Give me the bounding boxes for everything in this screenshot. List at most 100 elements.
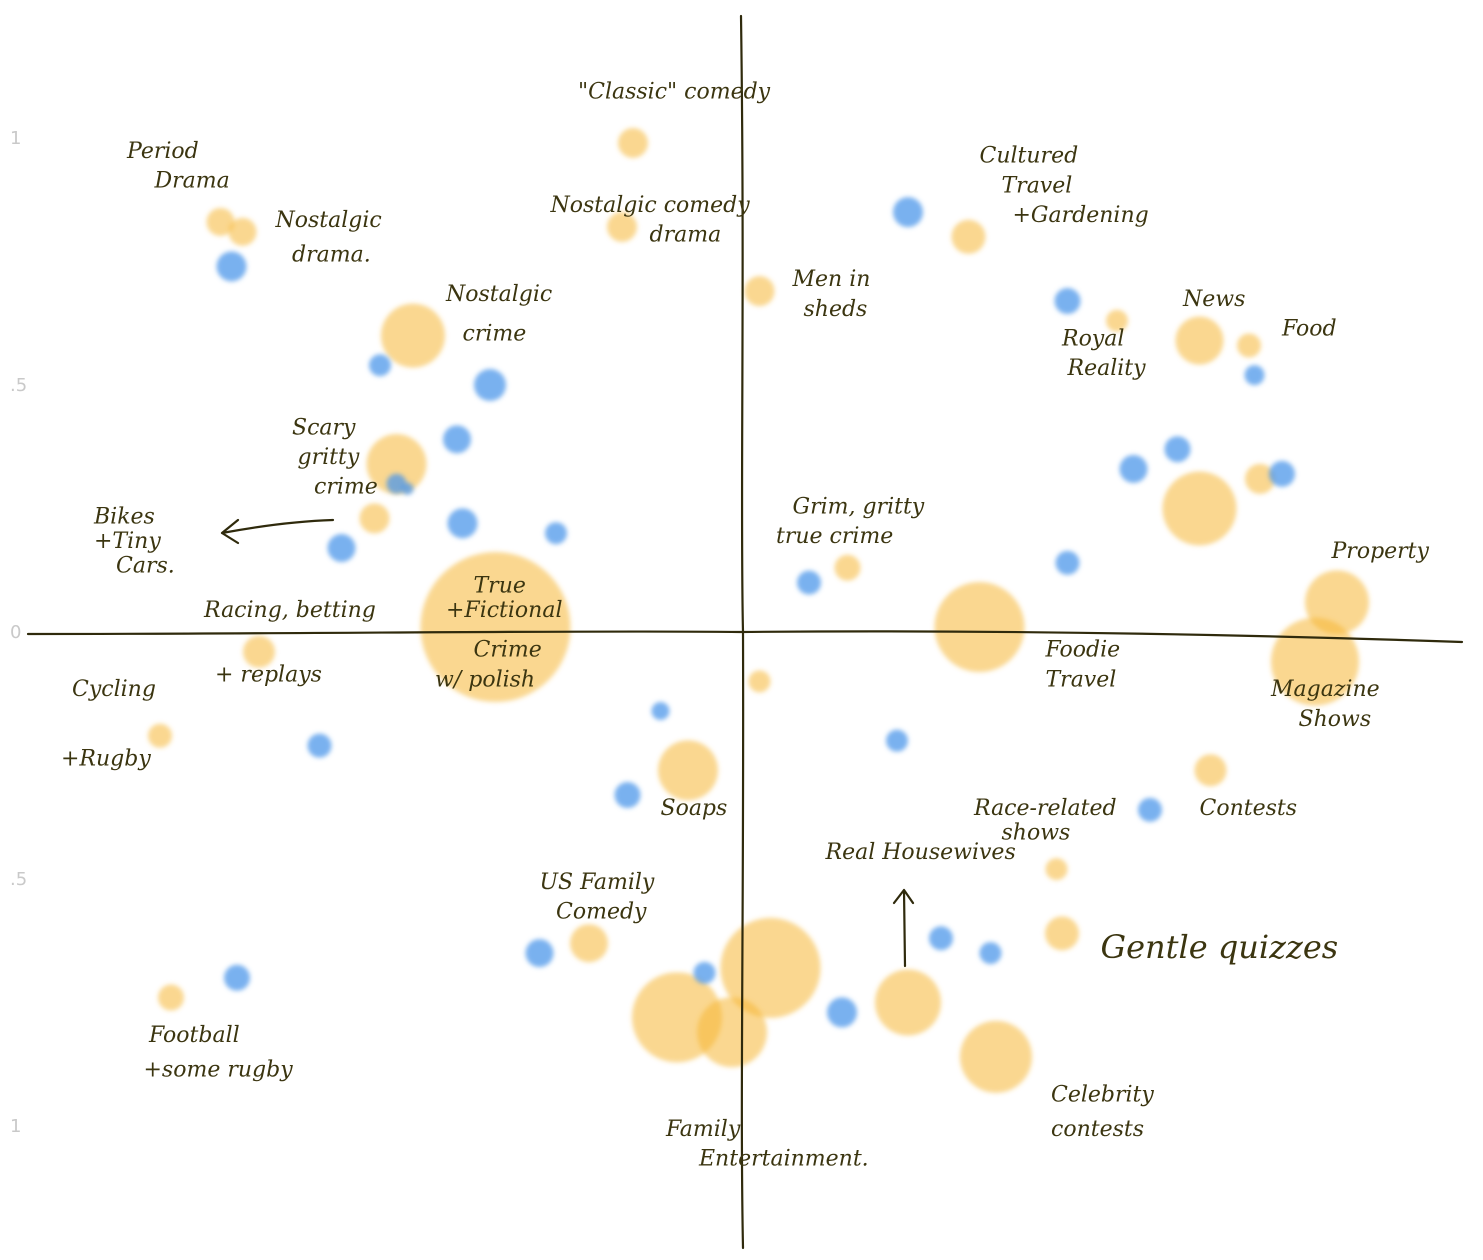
blue-data-point [545,522,567,545]
orange-data-point [228,217,257,246]
annotation-label: Football [148,1023,240,1048]
orange-data-point [1045,858,1068,881]
annotation-label: w/ polish [435,667,535,692]
orange-data-point [1106,309,1128,332]
annotation-label: drama. [292,243,371,268]
annotation-label: Cycling [72,677,156,702]
annotation-label: crime [314,475,378,500]
annotation-label: Shows [1299,707,1372,732]
orange-data-point [148,723,172,748]
annotation-label: +Fictional [446,598,563,623]
orange-data-point [697,997,767,1068]
blue-data-point [614,782,641,809]
annotation-label: Drama [154,168,230,193]
orange-data-point [359,503,390,534]
annotation-label: shows [1002,820,1071,845]
orange-data-point [243,635,275,668]
annotation-label: Travel [1002,173,1073,198]
annotation-label: News [1182,287,1245,312]
x-axis-line [26,630,1464,644]
annotation-label: Magazine [1270,677,1380,702]
bikes-arrow [220,518,335,545]
orange-data-point [960,1020,1032,1093]
blue-data-point [474,369,506,401]
y-tick-label: .5 [10,375,27,396]
annotation-label: Race-related [973,796,1117,821]
annotations: "Classic" comedy Period Drama Nostalgic dram… [61,79,1430,1171]
orange-data-point [366,434,427,495]
annotation-label: Royal [1061,326,1124,351]
annotation-label: Soaps [661,796,728,821]
y-tick-labels: 1 .5 0 .5 1 [10,128,27,1137]
blue-data-point [1269,460,1295,487]
blue-data-point [1055,550,1080,575]
annotation-label: Nostalgic [275,208,382,233]
orange-data-point [1162,471,1237,546]
blue-data-point [979,942,1002,965]
annotation-label: Travel [1046,667,1117,692]
annotation-label: Comedy [556,900,647,925]
annotation-label: Foodie [1045,638,1121,663]
orange-data-point [607,211,637,242]
annotation-label: Contests [1200,796,1298,821]
y-axis-line [739,14,745,1250]
annotation-label: +Rugby [61,746,151,771]
blue-data-point [651,702,670,721]
blue-data-point [401,482,414,495]
blue-data-point [886,729,908,752]
blue-data-point [327,534,356,563]
blue-data-point [893,197,923,228]
annotation-label: Men in [792,267,871,292]
annotation-label: Cars. [116,554,175,579]
orange-data-point [1194,754,1227,787]
annotation-label: Period [126,139,199,164]
annotation-label: Real Housewives [825,840,1016,865]
annotation-label: + replays [215,662,322,687]
annotation-label: Cultured [980,144,1079,169]
blue-data-point [1138,797,1162,822]
annotation-label: Property [1331,539,1430,564]
orange-data-point [1237,333,1261,358]
orange-data-point [720,917,821,1018]
orange-data-point [875,969,941,1036]
orange-data-point [934,582,1025,673]
orange-data-point [618,127,648,158]
annotation-label: crime [463,322,527,347]
blue-data-point [929,926,953,951]
annotation-label: Entertainment. [698,1147,869,1172]
orange-data-point [658,740,718,801]
blue-data-point [1164,436,1191,463]
y-tick-label: 1 [10,128,21,149]
axes [26,14,1464,1250]
orange-data-point [1245,463,1275,494]
annotation-label: True [474,573,526,598]
blue-data-point [386,473,407,494]
blue-data-point [797,570,821,595]
orange-data-point [158,984,184,1011]
y-tick-label: 1 [10,1116,21,1137]
orange-data-point [748,670,771,693]
blue-data-point [447,508,478,539]
blue-data-point [216,251,247,282]
blue-data-point [1244,365,1265,386]
annotation-label: Scary [292,415,356,440]
annotation-label: +some rugby [144,1058,294,1083]
blue-data-point [827,997,857,1028]
blue-data-point [224,964,250,991]
annotation-label: Family [665,1117,741,1142]
annotation-label: Reality [1067,356,1147,381]
blue-data-point [443,425,471,454]
orange-data-point [1175,316,1224,365]
annotation-label: Grim, gritty [793,494,925,519]
annotation-label: Food [1281,317,1337,342]
annotation-label: Bikes [93,504,155,529]
blue-data-point [307,733,332,758]
annotation-label: Nostalgic [445,282,552,307]
orange-data-point [834,554,861,581]
annotation-label: Racing, betting [203,598,376,623]
orange-data-point [206,207,235,236]
blue-data-point [1054,288,1081,315]
annotation-label: sheds [804,297,868,322]
